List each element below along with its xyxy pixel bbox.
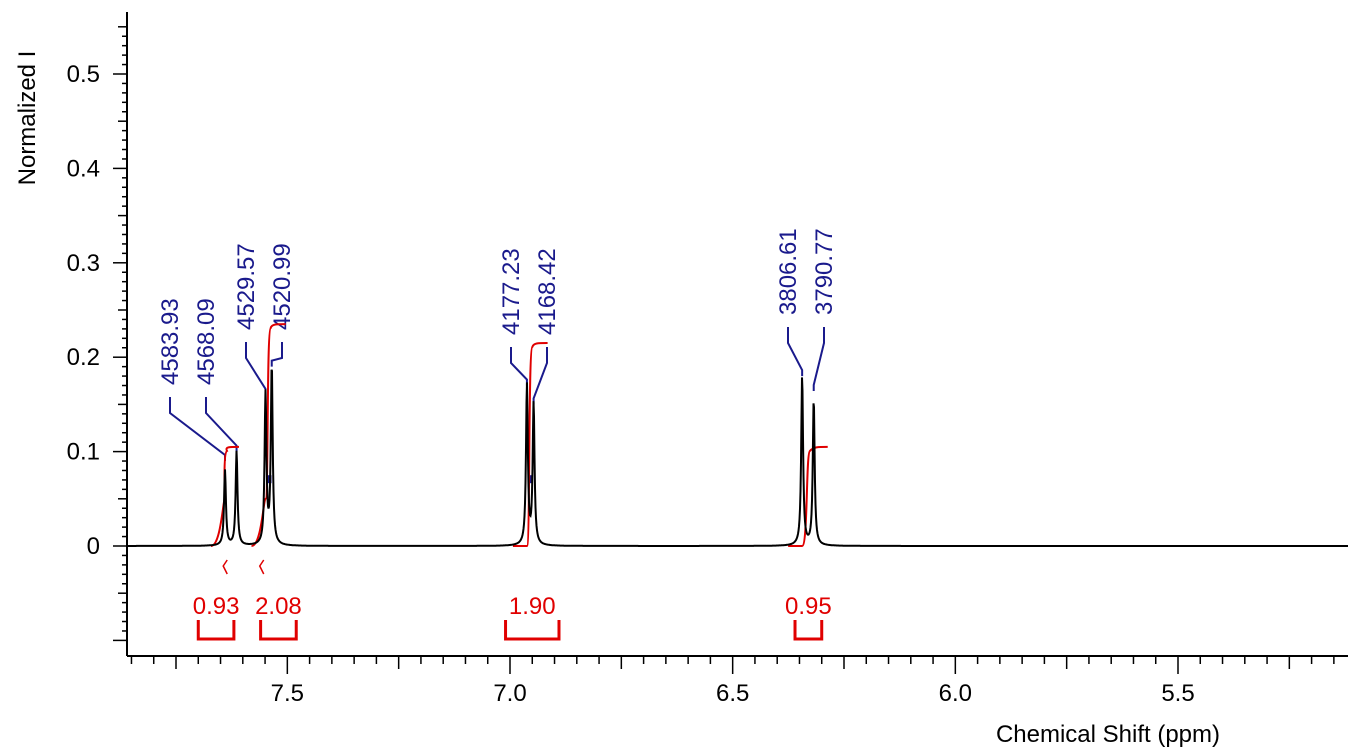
spectrum xyxy=(128,369,1348,547)
peak-labels: 4583.93 4568.09 4529.57 4520.99 4177.23 4168.… xyxy=(157,228,838,484)
peak-label: 3806.61 xyxy=(775,228,802,315)
peak-label-leader xyxy=(812,327,825,391)
x-tick-label: 5.5 xyxy=(1161,680,1194,707)
integrals: 0.93 2.08 1.90 0.95 xyxy=(193,323,832,641)
x-tick-label: 7.5 xyxy=(271,680,304,707)
integral-curve xyxy=(788,445,828,547)
peak-label-leader xyxy=(270,342,283,367)
integral-value-label: 0.93 xyxy=(193,593,240,620)
integral-bracket xyxy=(793,620,824,641)
y-tick-label: 0 xyxy=(87,533,100,560)
axes: 0 0.1 0.2 0.3 0.4 0.5 7.5 7.0 6.5 6.0 5.5 xyxy=(67,12,1348,707)
peak-label: 4520.99 xyxy=(269,243,296,330)
x-tick-label: 6.5 xyxy=(716,680,749,707)
integral-pointer xyxy=(258,559,265,575)
peak-label-leader xyxy=(245,342,267,395)
peak-label: 4583.93 xyxy=(157,298,184,385)
integral-value-label: 1.90 xyxy=(509,593,556,620)
y-tick-label: 0.3 xyxy=(67,250,100,277)
y-tick-label: 0.4 xyxy=(67,155,100,182)
integral-value-label: 2.08 xyxy=(255,593,302,620)
y-tick-label: 0.2 xyxy=(67,344,100,371)
x-axis-label: Chemical Shift (ppm) xyxy=(996,721,1220,748)
integral-bracket xyxy=(504,620,561,641)
peak-label: 3790.77 xyxy=(811,228,838,315)
integral-value-label: 0.95 xyxy=(785,593,832,620)
integral-curve xyxy=(512,342,548,547)
peak-label-leader xyxy=(205,397,238,452)
peak-label: 4168.42 xyxy=(534,248,561,335)
integral-pointer xyxy=(222,559,228,575)
integral-bracket xyxy=(259,620,298,641)
integral-bracket xyxy=(196,620,236,641)
x-tick-label: 6.0 xyxy=(939,680,972,707)
peak-label-leader xyxy=(169,397,226,461)
peak-label: 4177.23 xyxy=(498,248,525,335)
y-tick-label: 0.1 xyxy=(67,439,100,466)
x-tick-label: 7.0 xyxy=(493,680,526,707)
peak-label-leader xyxy=(532,347,548,405)
peak-label: 4568.09 xyxy=(193,298,220,385)
y-tick-label: 0.5 xyxy=(67,61,100,88)
peak-label: 4529.57 xyxy=(233,243,260,330)
peak-label-leader xyxy=(510,347,528,386)
peak-label-leader xyxy=(787,327,804,377)
spectrum-trace xyxy=(128,369,1348,547)
y-axis-label: Normalized I xyxy=(14,51,41,186)
